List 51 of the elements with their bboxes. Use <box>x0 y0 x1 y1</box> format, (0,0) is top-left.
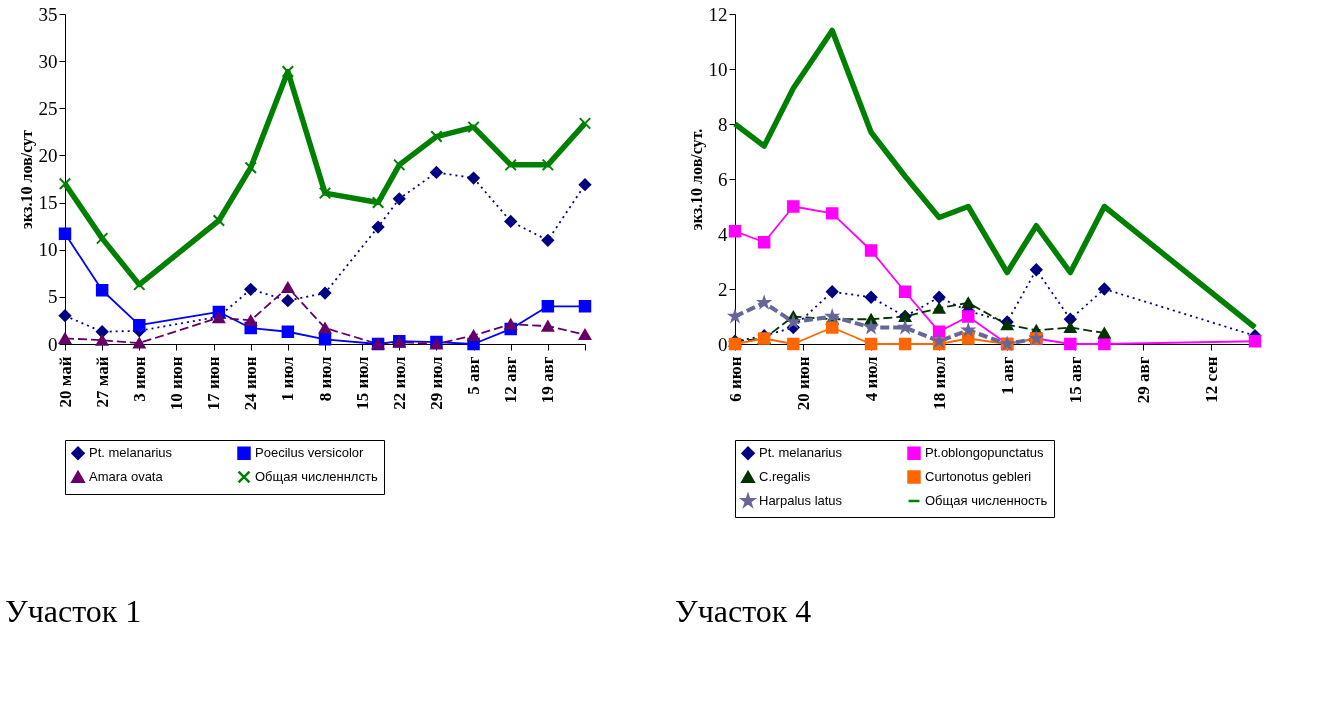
x-tick-label: 20 июн <box>793 356 813 411</box>
legend-label: Общая численнлсть <box>255 469 378 484</box>
x-tick-label: 1 июл <box>278 356 298 402</box>
y-tick-label: 12 <box>708 3 728 25</box>
y-axis-title: экз.10 лов/сут <box>17 129 36 229</box>
y-tick-label: 4 <box>718 223 728 245</box>
legend-label: Poecilus versicolor <box>255 445 365 461</box>
y-tick-label: 0 <box>718 333 728 355</box>
x-tick-label: 3 июн <box>129 356 149 402</box>
y-tick-label: 25 <box>38 97 58 119</box>
x-tick-label: 17 июн <box>204 356 224 411</box>
x-tick-label: 18 июл <box>929 356 949 410</box>
legend-label: Pt. melanarius <box>89 445 173 461</box>
x-tick-label: 1 авг <box>997 356 1017 395</box>
x-tick-label: 29 июл <box>426 356 446 410</box>
text: Участок 1 <box>5 593 142 629</box>
x-tick-label: 4 июл <box>861 356 881 402</box>
legend-label: Общая численность <box>925 493 1048 508</box>
legend-label: Pt. melanarius <box>759 445 843 461</box>
text: Участок 4 <box>675 593 812 629</box>
y-tick-label: 8 <box>718 113 728 135</box>
x-tick-label: 27 май <box>92 356 112 408</box>
y-tick-label: 2 <box>718 278 728 300</box>
x-tick-label: 6 июн <box>725 356 745 402</box>
x-tick-label: 24 июн <box>241 356 261 411</box>
x-tick-label: 20 май <box>55 356 75 408</box>
x-tick-label: 8 июл <box>315 356 335 402</box>
x-tick-label: 5 авг <box>464 356 484 395</box>
y-tick-label: 20 <box>38 144 58 166</box>
y-tick-label: 35 <box>38 3 58 25</box>
legend-label: C.regalis <box>759 469 811 484</box>
x-tick-label: 19 авг <box>538 356 558 404</box>
legend-label: Harpalus latus <box>759 493 843 508</box>
legend-label: Curtonotus gebleri <box>925 469 1032 484</box>
x-tick-label: 29 авг <box>1133 356 1153 404</box>
x-tick-label: 15 июл <box>352 356 372 410</box>
x-tick-label: 12 сен <box>1201 356 1221 403</box>
y-tick-label: 10 <box>38 239 58 261</box>
legend-label: Amara ovata <box>89 469 164 484</box>
y-tick-label: 0 <box>48 333 58 355</box>
y-axis-title: экз.10 лов/сут. <box>687 128 706 231</box>
x-tick-label: 22 июл <box>389 356 409 410</box>
x-tick-label: 10 июн <box>166 356 186 411</box>
x-tick-label: 12 авг <box>501 356 521 404</box>
y-tick-label: 15 <box>38 192 58 214</box>
y-tick-label: 30 <box>38 50 58 72</box>
x-tick-label: 15 авг <box>1065 356 1085 404</box>
y-tick-label: 10 <box>708 58 728 80</box>
legend-label: Pt.oblongopunctatus <box>925 445 1045 461</box>
y-tick-label: 5 <box>48 286 58 308</box>
y-tick-label: 6 <box>718 168 728 190</box>
